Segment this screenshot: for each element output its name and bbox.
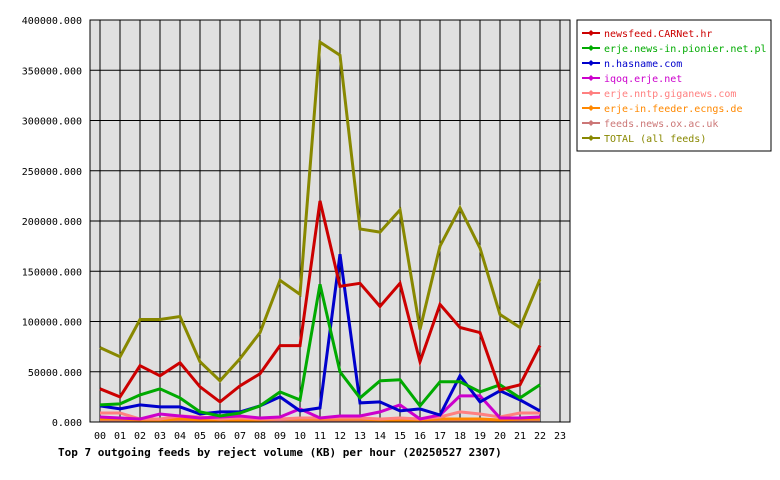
legend-label: TOTAL (all feeds) xyxy=(604,134,706,145)
x-tick-label: 22 xyxy=(534,431,546,442)
series-line-1 xyxy=(99,283,541,418)
legend-marker xyxy=(588,75,594,81)
x-tick-label: 02 xyxy=(134,431,146,442)
x-tick-label: 16 xyxy=(414,431,426,442)
x-tick-label: 04 xyxy=(174,431,186,442)
series-line-7 xyxy=(99,39,542,383)
legend-label: n.hasname.com xyxy=(604,59,682,70)
legend-item: erje.news-in.pionier.net.pl xyxy=(582,44,767,55)
y-tick-label: 200000.000 xyxy=(22,217,82,228)
legend-item: iqoq.erje.net xyxy=(582,74,682,85)
y-tick-label: 100000.000 xyxy=(22,318,82,329)
legend-marker xyxy=(588,90,594,96)
x-tick-label: 01 xyxy=(114,431,126,442)
legend: newsfeed.CARNet.hr erje.news-in.pionier.n… xyxy=(576,19,772,152)
legend-label: erje-in.feeder.ecngs.de xyxy=(604,104,742,115)
x-tick-label: 05 xyxy=(194,431,206,442)
gridlines xyxy=(90,20,570,422)
chart-title: Top 7 outgoing feeds by reject volume (K… xyxy=(58,446,502,459)
legend-label: iqoq.erje.net xyxy=(604,74,682,85)
x-tick-label: 12 xyxy=(334,431,346,442)
legend-item: erje-in.feeder.ecngs.de xyxy=(582,104,742,115)
legend-marker xyxy=(588,120,594,126)
legend-item: erje.nntp.giganews.com xyxy=(582,89,736,100)
x-tick-label: 13 xyxy=(354,431,366,442)
legend-marker xyxy=(588,30,594,36)
legend-item: feeds.news.ox.ac.uk xyxy=(582,119,718,130)
x-tick-label: 09 xyxy=(274,431,286,442)
y-tick-label: 400000.000 xyxy=(22,16,82,27)
legend-marker xyxy=(588,60,594,66)
legend-box xyxy=(576,19,772,152)
x-tick-label: 17 xyxy=(434,431,446,442)
x-tick-label: 00 xyxy=(94,431,106,442)
y-tick-label: 350000.000 xyxy=(22,66,82,77)
y-tick-label: 50000.000 xyxy=(28,368,82,379)
x-tick-label: 14 xyxy=(374,431,386,442)
x-tick-label: 21 xyxy=(514,431,526,442)
x-tick-label: 11 xyxy=(314,431,326,442)
series-lines xyxy=(99,39,542,422)
legend-item: TOTAL (all feeds) xyxy=(582,134,706,145)
y-tick-label: 150000.000 xyxy=(22,267,82,278)
y-axis-ticks: 0.000 50000.000 100000.000 150000.000 200000… xyxy=(22,16,82,429)
legend-item: n.hasname.com xyxy=(582,59,682,70)
x-tick-label: 08 xyxy=(254,431,266,442)
x-tick-label: 06 xyxy=(214,431,226,442)
series-line-3 xyxy=(99,394,541,421)
y-tick-label: 0.000 xyxy=(52,418,82,429)
legend-label: erje.news-in.pionier.net.pl xyxy=(604,44,767,55)
legend-marker xyxy=(588,135,594,141)
y-tick-label: 250000.000 xyxy=(22,167,82,178)
x-tick-label: 23 xyxy=(554,431,566,442)
series-line-0 xyxy=(99,200,542,404)
x-tick-label: 19 xyxy=(474,431,486,442)
x-axis-ticks: 00 01 02 03 04 05 06 07 08 09 10 11 12 13 14 15 16 17 18 19… xyxy=(94,431,566,442)
x-tick-label: 10 xyxy=(294,431,306,442)
x-tick-label: 18 xyxy=(454,431,466,442)
legend-label: erje.nntp.giganews.com xyxy=(604,89,736,100)
legend-marker xyxy=(588,45,594,51)
x-tick-label: 07 xyxy=(234,431,246,442)
x-tick-label: 15 xyxy=(394,431,406,442)
x-tick-label: 03 xyxy=(154,431,166,442)
legend-item: newsfeed.CARNet.hr xyxy=(582,29,712,40)
legend-label: newsfeed.CARNet.hr xyxy=(604,29,712,40)
legend-label: feeds.news.ox.ac.uk xyxy=(604,119,718,130)
y-tick-label: 300000.000 xyxy=(22,117,82,128)
legend-marker xyxy=(588,105,594,111)
x-tick-label: 20 xyxy=(494,431,506,442)
